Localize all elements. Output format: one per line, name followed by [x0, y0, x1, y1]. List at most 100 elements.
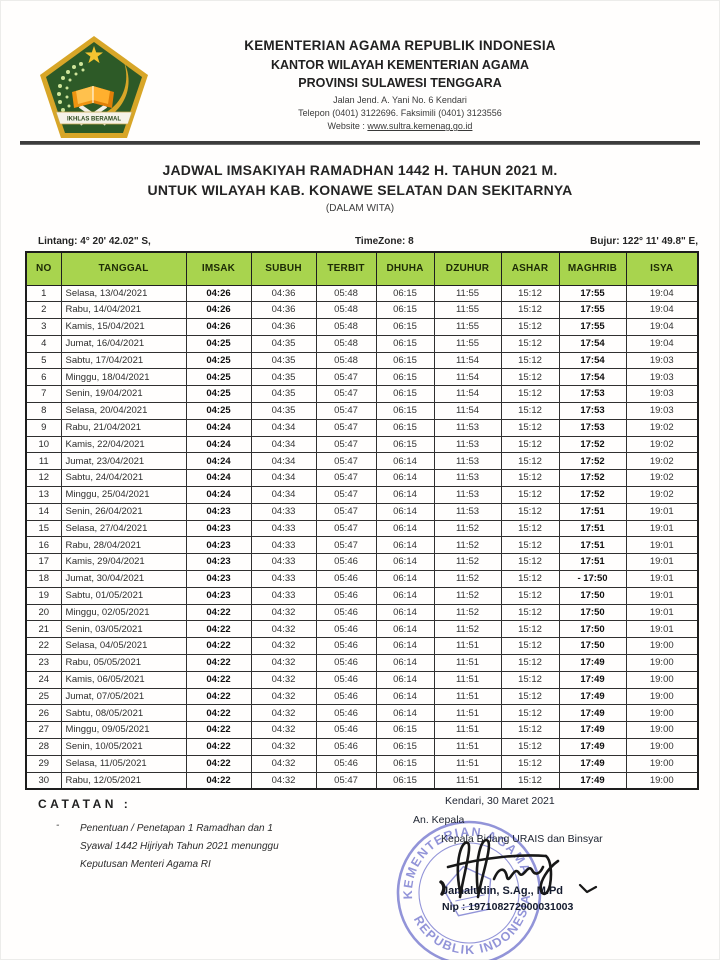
cell-imsak: 04:23: [185, 586, 252, 605]
latitude-value: Lintang: 4° 20' 42.02" S,: [38, 236, 151, 247]
cell-ashar: 15:12: [500, 318, 560, 336]
cell-ashar: 15:12: [500, 435, 560, 454]
cell-dzuhur: 11:52: [433, 536, 502, 555]
signature-place-date: Kendari, 30 Maret 2021: [445, 795, 555, 807]
cell-ashar: 15:12: [500, 771, 560, 790]
logo-quran-book: [72, 86, 114, 108]
cell-tanggal: Selasa, 04/05/2021: [60, 637, 187, 656]
cell-ashar: 15:12: [500, 687, 560, 706]
cell-maghrib: 17:54: [558, 351, 627, 370]
cell-terbit: 05:48: [315, 301, 377, 320]
cell-subuh: 04:32: [250, 738, 317, 756]
cell-tanggal: Rabu, 12/05/2021: [60, 771, 187, 790]
cell-terbit: 05:48: [315, 351, 377, 370]
table-row: 12 Sabtu, 24/04/2021 04:24 04:34 05:47 06:14 1…: [25, 469, 699, 488]
cell-ashar: 15:12: [500, 620, 560, 639]
cell-subuh: 04:33: [250, 570, 317, 588]
cell-ashar: 15:12: [500, 637, 560, 656]
table-row: 8 Selasa, 20/04/2021 04:25 04:35 05:47 06:15 1…: [25, 402, 699, 420]
cell-ashar: 15:12: [500, 452, 560, 471]
cell-imsak: 04:25: [185, 334, 252, 353]
cell-maghrib: 17:50: [558, 603, 627, 622]
cell-subuh: 04:35: [250, 334, 317, 353]
cell-maghrib: 17:50: [558, 637, 627, 656]
cell-tanggal: Sabtu, 17/04/2021: [60, 351, 187, 370]
cell-tanggal: Kamis, 06/05/2021: [60, 670, 187, 689]
cell-tanggal: Kamis, 15/04/2021: [60, 318, 187, 336]
cell-terbit: 05:47: [315, 502, 377, 521]
table-row: 24 Kamis, 06/05/2021 04:22 04:32 05:46 06:14 1…: [25, 670, 699, 689]
cell-maghrib: 17:54: [558, 368, 627, 387]
cell-terbit: 05:47: [315, 435, 377, 454]
cell-no: 28: [25, 738, 62, 756]
table-row: 27 Minggu, 09/05/2021 04:22 04:32 05:46 06:15…: [25, 721, 699, 740]
cell-dzuhur: 11:55: [433, 284, 502, 303]
cell-tanggal: Selasa, 27/04/2021: [60, 519, 187, 538]
cell-terbit: 05:46: [315, 620, 377, 639]
cell-isya: 19:02: [625, 418, 699, 437]
cell-maghrib: 17:51: [558, 553, 627, 572]
col-header-maghrib: MAGHRIB: [558, 251, 627, 286]
cell-imsak: 04:22: [185, 721, 252, 740]
cell-imsak: 04:22: [185, 738, 252, 756]
note-line: Syawal 1442 Hijriyah Tahun 2021 menunggu: [80, 841, 279, 852]
cell-ashar: 15:12: [500, 368, 560, 387]
cell-imsak: 04:22: [185, 620, 252, 639]
cell-dzuhur: 11:51: [433, 654, 502, 672]
cell-no: 1: [25, 284, 62, 303]
website-url: www.sultra.kemenag.go.id: [367, 121, 473, 131]
cell-dzuhur: 11:51: [433, 754, 502, 773]
cell-maghrib: 17:49: [558, 754, 627, 773]
cell-maghrib: 17:49: [558, 738, 627, 756]
letterhead-divider: [20, 141, 700, 145]
cell-terbit: 05:47: [315, 452, 377, 471]
cell-dzuhur: 11:52: [433, 603, 502, 622]
cell-dhuha: 06:14: [375, 469, 435, 488]
cell-imsak: 04:22: [185, 603, 252, 622]
col-header-terbit: TERBIT: [315, 251, 377, 286]
timezone-value: TimeZone: 8: [355, 236, 414, 247]
cell-isya: 19:00: [625, 738, 699, 756]
cell-no: 7: [25, 385, 62, 404]
cell-ashar: 15:12: [500, 570, 560, 588]
cell-dhuha: 06:15: [375, 284, 435, 303]
cell-dhuha: 06:14: [375, 654, 435, 672]
cell-dzuhur: 11:53: [433, 486, 502, 504]
title-line3: (DALAM WITA): [325, 203, 395, 214]
letterhead-line3: PROVINSI SULAWESI TENGGARA: [298, 76, 502, 90]
cell-subuh: 04:34: [250, 418, 317, 437]
cell-isya: 19:01: [625, 603, 699, 622]
cell-no: 16: [25, 536, 62, 555]
cell-isya: 19:04: [625, 301, 699, 320]
cell-maghrib: 17:51: [558, 502, 627, 521]
cell-imsak: 04:23: [185, 570, 252, 588]
cell-maghrib: 17:50: [558, 620, 627, 639]
table-row: 2 Rabu, 14/04/2021 04:26 04:36 05:48 06:15 11:…: [25, 301, 699, 320]
cell-subuh: 04:33: [250, 502, 317, 521]
col-header-dzuhur: DZUHUR: [433, 251, 502, 286]
cell-terbit: 05:47: [315, 469, 377, 488]
cell-no: 14: [25, 502, 62, 521]
cell-subuh: 04:33: [250, 553, 317, 572]
cell-no: 8: [25, 402, 62, 420]
cell-dhuha: 06:15: [375, 402, 435, 420]
cell-dzuhur: 11:51: [433, 721, 502, 740]
cell-dhuha: 06:14: [375, 502, 435, 521]
cell-tanggal: Jumat, 07/05/2021: [60, 687, 187, 706]
cell-imsak: 04:22: [185, 654, 252, 672]
cell-imsak: 04:24: [185, 418, 252, 437]
letterhead-line2: KANTOR WILAYAH KEMENTERIAN AGAMA: [270, 58, 530, 72]
table-row: 28 Senin, 10/05/2021 04:22 04:32 05:46 06:15 1…: [25, 738, 699, 756]
cell-dzuhur: 11:52: [433, 586, 502, 605]
cell-dhuha: 06:15: [375, 738, 435, 756]
cell-maghrib: 17:49: [558, 670, 627, 689]
letterhead-phone: Telepon (0401) 3122696. Faksimili (0401)…: [298, 108, 502, 118]
cell-dzuhur: 11:51: [433, 704, 502, 723]
cell-imsak: 04:24: [185, 452, 252, 471]
cell-tanggal: Sabtu, 01/05/2021: [60, 586, 187, 605]
cell-tanggal: Jumat, 23/04/2021: [60, 452, 187, 471]
cell-terbit: 05:48: [315, 334, 377, 353]
cell-terbit: 05:47: [315, 418, 377, 437]
cell-dhuha: 06:14: [375, 620, 435, 639]
letterhead-website: Website : www.sultra.kemenag.go.id: [110, 121, 690, 131]
